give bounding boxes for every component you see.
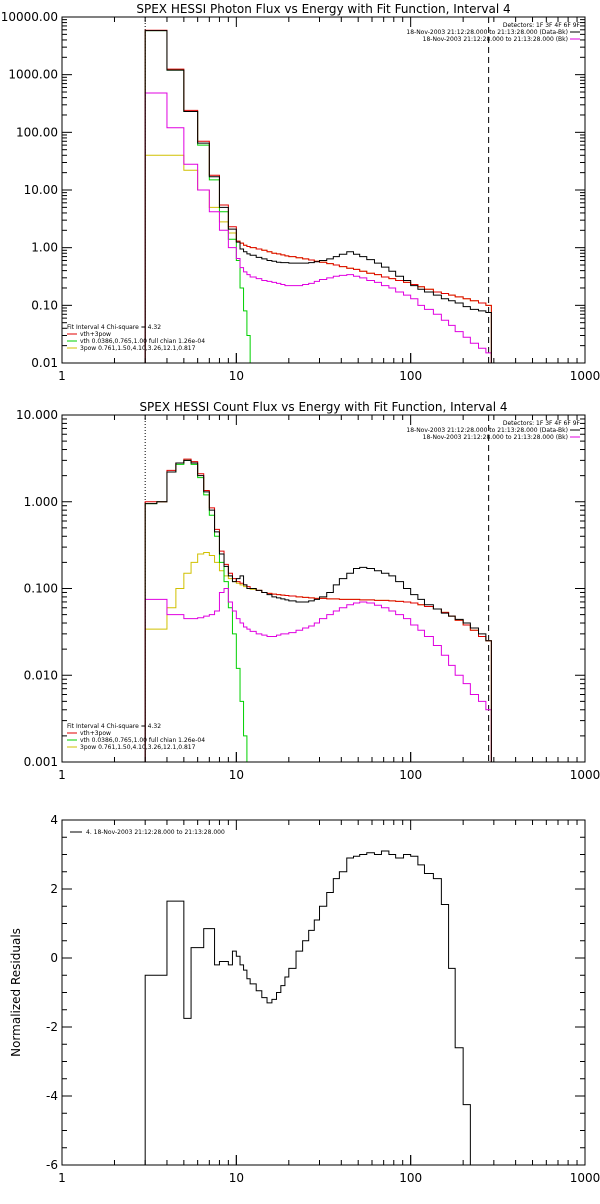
- x-tick-label: 100: [399, 768, 422, 782]
- y-tick-label: 0: [50, 951, 58, 965]
- x-tick-label: 1: [58, 369, 66, 383]
- legend-fit-entry: 3pow 0.761,1.50,4.10,3.26,12.1,0.817: [80, 345, 196, 352]
- series-data: [144, 30, 492, 363]
- x-tick-label: 100: [399, 369, 422, 383]
- legend-fit-entry: vth+3pow: [80, 331, 111, 338]
- y-tick-label: 1.000: [24, 495, 58, 509]
- legend-fit-entry: vth 0.0386,0.765,1.00 full chian 1.26e-0…: [80, 737, 205, 744]
- x-tick-label: 1000: [570, 1171, 600, 1185]
- chart-panel-3: 1 10 100 1000 -6 -4 -2 0 2 4 Normalized Residuals 4…: [9, 813, 600, 1185]
- y-tick-label: 0.001: [24, 755, 58, 769]
- legend-top-entry: 18-Nov-2003 21:12:28.000 to 21:13:28.000…: [406, 29, 568, 36]
- plot-frame: [61, 16, 586, 364]
- legend-fit-entry: 3pow 0.761,1.50,4.10,3.26,12.1,0.817: [80, 744, 196, 751]
- series-pow: [144, 154, 492, 363]
- series-data: [144, 459, 492, 762]
- y-axis-label: Normalized Residuals: [9, 928, 23, 1057]
- y-tick-label: 10.000: [16, 408, 58, 422]
- series-data: [144, 850, 492, 1165]
- y-tick-label: 0.010: [24, 668, 58, 682]
- y-tick-label: -6: [46, 1158, 58, 1172]
- y-tick-label: -2: [46, 1020, 58, 1034]
- x-tick-label: 1: [58, 1171, 66, 1185]
- plot-frame: [61, 819, 586, 1166]
- x-tick-label: 1000: [570, 768, 600, 782]
- series-vth: [144, 30, 492, 363]
- series-vth: [144, 459, 492, 762]
- legend-residual-entry: 4. 18-Nov-2003 21:12:28.000 to 21:13:28.…: [86, 829, 225, 836]
- x-tick-label: 10: [229, 369, 244, 383]
- plot-frame: [61, 414, 586, 763]
- y-tick-label: -4: [46, 1089, 58, 1103]
- y-tick-label: 0.100: [24, 582, 58, 596]
- legend-top-entry: Detectors: 1F 3F 4F 6F 9F: [503, 420, 581, 427]
- y-tick-label: 0.01: [31, 356, 58, 370]
- chart-title: SPEX HESSI Photon Flux vs Energy with Fi…: [136, 2, 510, 16]
- series-bk: [144, 92, 492, 363]
- chart-title: SPEX HESSI Count Flux vs Energy with Fit…: [139, 400, 507, 414]
- legend-fit-entry: Fit Interval 4 Chi-square = 4.32: [67, 723, 161, 730]
- series-pow: [144, 552, 492, 762]
- series-total: [144, 29, 492, 363]
- legend-top-entry: Detectors: 1F 3F 4F 6F 9F: [503, 22, 581, 29]
- y-tick-label: 10.00: [24, 183, 58, 197]
- x-tick-label: 1: [58, 768, 66, 782]
- y-tick-label: 2: [50, 882, 58, 896]
- y-tick-label: 10000.00: [1, 10, 58, 24]
- legend-fit-entry: vth 0.0386,0.765,1.00 full chian 1.26e-0…: [80, 338, 205, 345]
- chart-panel-1: SPEX HESSI Photon Flux vs Energy with Fi…: [1, 2, 600, 383]
- y-tick-label: 0.10: [31, 298, 58, 312]
- legend-fit-entry: vth+3pow: [80, 730, 111, 737]
- legend-top-entry: 18-Nov-2003 21:12:28.000 to 21:13:28.000…: [406, 427, 568, 434]
- series-bk: [144, 588, 492, 762]
- x-tick-label: 10: [229, 1171, 244, 1185]
- x-tick-label: 100: [399, 1171, 422, 1185]
- chart-panel-2: SPEX HESSI Count Flux vs Energy with Fit…: [16, 400, 600, 782]
- y-tick-label: 1.00: [31, 241, 58, 255]
- legend-fit-entry: Fit Interval 4 Chi-square = 4.32: [67, 324, 161, 331]
- y-tick-label: 4: [50, 813, 58, 827]
- legend-top-entry: 18-Nov-2003 21:12:28.000 to 21:13:28.000…: [423, 36, 568, 43]
- series-total: [144, 458, 492, 762]
- x-tick-label: 1000: [570, 369, 600, 383]
- y-tick-label: 1000.00: [8, 68, 58, 82]
- y-tick-label: 100.00: [16, 125, 58, 139]
- legend-top-entry: 18-Nov-2003 21:12:28.000 to 21:13:28.000…: [423, 434, 568, 441]
- x-tick-label: 10: [229, 768, 244, 782]
